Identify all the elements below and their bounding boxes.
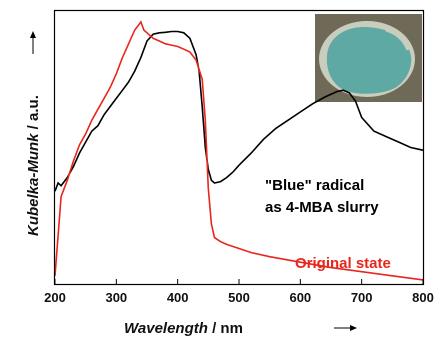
series-label-blue-radical-line-2: as 4-MBA slurry: [265, 199, 379, 216]
series-label-original-state: Original state: [295, 255, 391, 272]
plot-frame: [53, 9, 425, 286]
y-axis-title-unit: / a.u.: [25, 95, 42, 133]
x-tick-label-400: 400: [167, 290, 189, 305]
series-label-blue-radical-line-1: "Blue" radical: [265, 177, 364, 194]
x-axis-title: Wavelength / nm: [124, 320, 243, 337]
x-axis-arrow-icon: [334, 325, 357, 331]
x-tick-label-600: 600: [289, 290, 311, 305]
inset-sample: [326, 27, 412, 94]
y-axis-title: Kubelka-Munk / a.u.: [25, 95, 42, 236]
x-tick-label-200: 200: [44, 290, 66, 305]
y-axis-arrow-icon: [30, 31, 36, 54]
x-tick-label-500: 500: [228, 290, 250, 305]
x-axis-tick-labels: 200 300 400 500 600 700 800: [44, 290, 434, 305]
series-original-state-line: [54, 20, 424, 281]
x-axis-title-main: Wavelength: [124, 320, 208, 337]
inset-photo: [315, 14, 422, 102]
inset-sample-crack: [385, 28, 410, 51]
x-axis-title-unit: / nm: [208, 320, 243, 337]
x-tick-label-800: 800: [412, 290, 434, 305]
x-axis-ticks: [54, 279, 424, 284]
series-blue-radical-line: [54, 30, 424, 192]
x-tick-label-700: 700: [351, 290, 373, 305]
x-tick-label-300: 300: [105, 290, 127, 305]
y-axis-title-main: Kubelka-Munk: [25, 133, 42, 236]
